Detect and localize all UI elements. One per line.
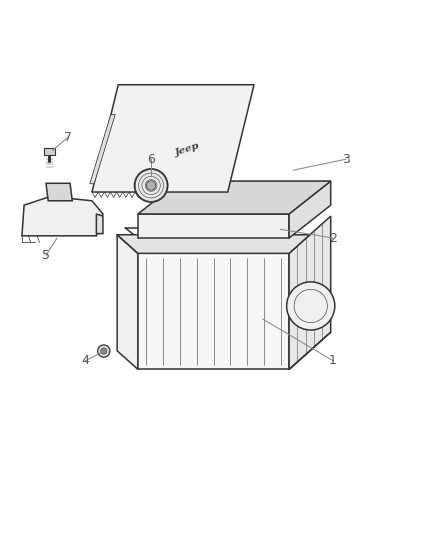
Text: 3: 3 [342, 152, 350, 166]
Polygon shape [138, 214, 289, 238]
Polygon shape [22, 197, 103, 236]
Polygon shape [138, 253, 289, 369]
Text: 5: 5 [42, 249, 50, 262]
Circle shape [101, 348, 107, 354]
Polygon shape [138, 181, 331, 214]
Text: 7: 7 [64, 131, 72, 144]
Polygon shape [289, 216, 331, 369]
Circle shape [98, 345, 110, 357]
Circle shape [286, 282, 335, 330]
Text: 4: 4 [81, 354, 89, 367]
Text: 1: 1 [329, 354, 337, 367]
Polygon shape [90, 115, 115, 184]
Polygon shape [96, 214, 103, 233]
Text: Jeep: Jeep [174, 141, 201, 158]
Text: 6: 6 [147, 152, 155, 166]
Polygon shape [44, 148, 55, 155]
Circle shape [146, 181, 156, 190]
Polygon shape [289, 181, 331, 238]
Circle shape [134, 169, 168, 202]
Polygon shape [117, 235, 138, 369]
Polygon shape [92, 85, 254, 192]
Polygon shape [46, 183, 72, 201]
Polygon shape [117, 235, 310, 253]
Text: 2: 2 [329, 231, 337, 245]
